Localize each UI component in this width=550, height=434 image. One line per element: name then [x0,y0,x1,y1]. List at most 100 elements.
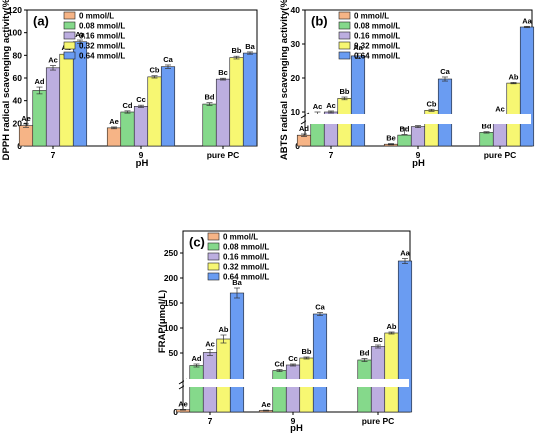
y-tick-label: 40 [291,5,301,15]
legend: 0 mmol/L0.08 mmol/L0.16 mmol/L0.32 mmol/… [63,11,125,61]
significance-label: Be [386,134,396,143]
y-tick-label: 80 [13,50,23,60]
significance-label: Ab [509,72,519,81]
bar [296,134,312,147]
y-tick-label: 40 [13,96,23,106]
y-tick-label: 100 [8,28,22,38]
significance-label: Ad [35,77,45,86]
y-tick-label: 150 [164,298,178,308]
legend-swatch [207,272,220,281]
legend-swatch [338,11,351,20]
significance-label: Ac [495,104,505,113]
significance-label: Bc [218,68,228,77]
legend-swatch [207,242,220,251]
bar [45,67,61,147]
bar [519,26,535,147]
legend-label: 0 mmol/L [79,12,114,21]
panel-label: (c) [189,235,205,250]
legend-label: 0.08 mmol/L [223,243,269,252]
x-tick-label: 7 [208,416,213,426]
y-tick-label: 250 [164,248,178,258]
significance-label: Cd [123,101,133,110]
bar [59,53,74,147]
legend-label: 0 mmol/L [223,233,258,242]
bar [272,370,287,413]
significance-label: Aa [522,16,532,25]
bar [350,55,366,147]
bar [189,365,204,413]
significance-label: Bb [232,46,242,55]
significance-label: Bb [302,347,312,356]
y-tick-label: 0 [173,407,178,417]
legend-label: 0.64 mmol/L [354,52,400,61]
legend-label: 0 mmol/L [354,12,389,21]
legend-swatch [63,41,76,50]
y-tick-label: 100 [164,323,178,333]
y-axis-title: DPPH radical scavenging activity(%) [1,0,12,160]
y-tick-label: 120 [8,5,22,15]
x-tick-label: pure PC [484,150,517,160]
y-tick-label: 200 [164,273,178,283]
x-tick-label: 7 [51,150,56,160]
significance-label: Cc [136,95,146,104]
x-axis-title: pH [136,158,149,169]
significance-label: Bd [482,122,492,131]
significance-label: Ac [313,102,323,111]
legend-label: 0.64 mmol/L [79,52,125,61]
significance-label: Ba [232,278,242,287]
x-tick-label: 7 [329,150,334,160]
y-tick-label: 30 [291,39,301,49]
significance-label: Cb [150,66,160,75]
significance-label: Ac [326,101,336,110]
significance-label: Bb [340,87,350,96]
significance-label: Ca [440,67,450,76]
legend-swatch [338,51,351,60]
significance-label: Ae [261,400,271,409]
legend-label: 0.32 mmol/L [79,42,125,51]
y-tick-label: 60 [13,73,23,83]
axis-break-mark [300,112,310,119]
significance-label: Aa [353,43,363,52]
legend-label: 0.16 mmol/L [223,253,269,262]
significance-label: Bc [373,335,383,344]
bar [479,132,494,147]
panel-label: (a) [33,14,49,29]
bar [437,78,453,147]
significance-label: Bd [400,124,410,133]
significance-label: Cc [288,354,298,363]
significance-label: Aa [75,30,85,39]
significance-label: Ac [48,56,58,65]
legend-swatch [338,31,351,40]
legend-swatch [63,11,76,20]
bar [32,90,47,147]
legend-swatch [338,21,351,30]
legend-label: 0.32 mmol/L [223,263,269,272]
significance-label: Ae [109,117,119,126]
bar [215,78,231,147]
x-tick-label: 9 [416,150,421,160]
x-tick-label: pure PC [362,416,395,426]
legend-swatch [63,21,76,30]
legend-swatch [207,232,220,241]
legend-swatch [63,31,76,40]
legend-label: 0.08 mmol/L [354,22,400,31]
bar [285,364,301,413]
bar [133,106,149,147]
x-tick-label: 9 [139,150,144,160]
x-tick-label: 9 [291,416,296,426]
significance-label: Bd [205,93,215,102]
y-tick-label: 20 [291,73,301,83]
panel-label: (b) [311,14,328,29]
legend-swatch [207,252,220,261]
bar [242,52,258,147]
significance-label: Ab [219,325,229,334]
significance-label: Aa [400,249,410,258]
bar [160,66,176,147]
bar [18,125,34,147]
axis-break-overlay [184,379,409,387]
legend-swatch [207,262,220,271]
bar [229,292,245,413]
bar [229,57,244,147]
